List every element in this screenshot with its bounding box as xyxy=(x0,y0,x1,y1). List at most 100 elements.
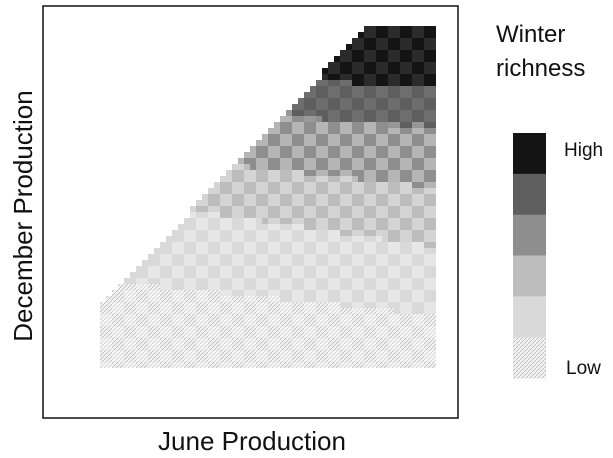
heatmap-cell xyxy=(334,248,340,254)
heatmap-cell xyxy=(376,176,382,182)
heatmap-cell xyxy=(430,272,436,278)
heatmap-cell xyxy=(136,284,142,290)
heatmap-cell xyxy=(340,140,346,146)
heatmap-cell xyxy=(304,278,310,284)
heatmap-cell xyxy=(406,326,412,332)
heatmap-texture-cell xyxy=(304,326,316,338)
heatmap-cell xyxy=(304,212,310,218)
heatmap-cell xyxy=(328,242,334,248)
heatmap-texture-cell xyxy=(268,362,280,374)
heatmap-cell xyxy=(220,188,226,194)
heatmap-cell xyxy=(358,212,364,218)
heatmap-cell xyxy=(190,308,196,314)
heatmap-cell xyxy=(154,296,160,302)
heatmap-cell xyxy=(304,338,310,344)
heatmap-cell xyxy=(358,254,364,260)
heatmap-cell xyxy=(340,248,346,254)
heatmap-cell xyxy=(310,344,316,350)
heatmap-cell xyxy=(352,362,358,368)
heatmap-cell xyxy=(430,110,436,116)
heatmap-cell xyxy=(106,296,112,302)
heatmap-cell xyxy=(334,230,340,236)
heatmap-cell xyxy=(250,314,256,320)
heatmap-texture-cell xyxy=(172,338,184,350)
heatmap-cell xyxy=(202,224,208,230)
heatmap-cell xyxy=(364,260,370,266)
heatmap-cell xyxy=(304,326,310,332)
heatmap-cell xyxy=(202,290,208,296)
heatmap-texture-cell xyxy=(424,134,436,146)
heatmap-cell xyxy=(406,134,412,140)
heatmap-cell xyxy=(340,176,346,182)
heatmap-cell xyxy=(238,182,244,188)
heatmap-cell xyxy=(406,200,412,206)
heatmap-cell xyxy=(388,164,394,170)
heatmap-texture-cell xyxy=(244,314,256,326)
heatmap-texture-cell xyxy=(328,110,340,122)
heatmap-cell xyxy=(256,158,262,164)
heatmap-texture-cell xyxy=(328,134,340,146)
heatmap-cell xyxy=(262,290,268,296)
heatmap-cell xyxy=(256,140,262,146)
heatmap-cell xyxy=(430,230,436,236)
heatmap-cell xyxy=(370,230,376,236)
heatmap-cell xyxy=(178,290,184,296)
heatmap-cell xyxy=(376,206,382,212)
heatmap-cell xyxy=(382,32,388,38)
heatmap-cell xyxy=(286,266,292,272)
heatmap-cell xyxy=(412,146,418,152)
heatmap-cell xyxy=(340,212,346,218)
heatmap-cell xyxy=(238,230,244,236)
heatmap-cell xyxy=(424,86,430,92)
heatmap-cell xyxy=(400,92,406,98)
heatmap-texture-cell xyxy=(424,158,436,170)
heatmap-cell xyxy=(304,284,310,290)
heatmap-cell xyxy=(352,308,358,314)
heatmap-cell xyxy=(382,164,388,170)
heatmap-cell xyxy=(352,74,358,80)
heatmap-cell xyxy=(430,314,436,320)
heatmap-cell xyxy=(232,302,238,308)
heatmap-cell xyxy=(382,98,388,104)
heatmap-cell xyxy=(244,242,250,248)
heatmap-cell xyxy=(238,290,244,296)
heatmap-cell xyxy=(310,188,316,194)
heatmap-cell xyxy=(154,320,160,326)
heatmap-cell xyxy=(232,236,238,242)
heatmap-texture-cell xyxy=(412,266,424,278)
heatmap-texture-cell xyxy=(412,242,424,254)
heatmap-cell xyxy=(292,362,298,368)
heatmap-cell xyxy=(316,170,322,176)
heatmap-cell xyxy=(418,38,424,44)
heatmap-cell xyxy=(310,236,316,242)
heatmap-texture-cell xyxy=(232,206,244,218)
heatmap-cell xyxy=(364,206,370,212)
heatmap-cell xyxy=(178,314,184,320)
heatmap-cell xyxy=(310,158,316,164)
heatmap-texture-cell xyxy=(220,266,232,278)
heatmap-cell xyxy=(232,176,238,182)
heatmap-cell xyxy=(340,92,346,98)
heatmap-texture-cell xyxy=(388,122,400,134)
heatmap-cell xyxy=(202,218,208,224)
heatmap-cell xyxy=(388,284,394,290)
heatmap-cell xyxy=(364,176,370,182)
heatmap-cell xyxy=(400,44,406,50)
heatmap-cell xyxy=(376,164,382,170)
heatmap-texture-cell xyxy=(424,38,436,50)
heatmap-cell xyxy=(226,272,232,278)
heatmap-cell xyxy=(238,302,244,308)
heatmap-cell xyxy=(328,272,334,278)
heatmap-cell xyxy=(190,230,196,236)
heatmap-cell xyxy=(136,356,142,362)
heatmap-cell xyxy=(364,230,370,236)
heatmap-cell xyxy=(424,80,430,86)
heatmap-cell xyxy=(340,110,346,116)
heatmap-cell xyxy=(334,200,340,206)
heatmap-cell xyxy=(280,194,286,200)
heatmap-cell xyxy=(346,338,352,344)
heatmap-cell xyxy=(268,356,274,362)
heatmap-cell xyxy=(244,260,250,266)
heatmap-texture-cell xyxy=(220,290,232,302)
heatmap-cell xyxy=(178,320,184,326)
